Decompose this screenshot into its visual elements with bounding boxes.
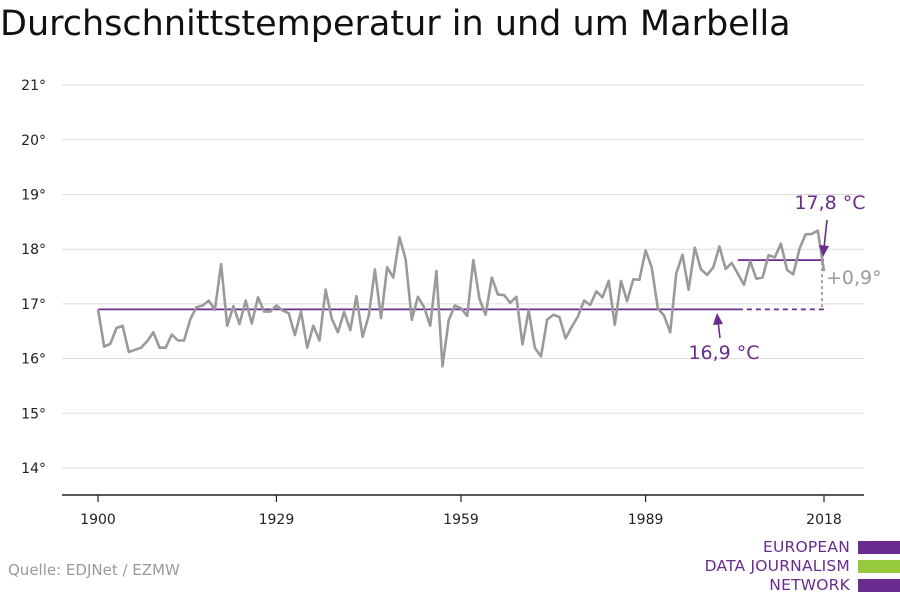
annotation-baseline-average: 16,9 °C (688, 342, 759, 364)
annotation-recent-average: 17,8 °C (794, 192, 865, 214)
logo-line-european: EUROPEAN (762, 538, 850, 556)
y-tick-label: 19° (21, 188, 46, 204)
source-note: Quelle: EDJNet / EZMW (8, 561, 180, 579)
reference-lines (98, 259, 824, 311)
logo-bar-purple-top (858, 541, 900, 554)
annotation-arrowhead-baseline (713, 313, 723, 325)
x-tick-label: 1989 (628, 512, 664, 528)
y-tick-label: 15° (21, 406, 46, 422)
annotation-arrow-recent (823, 219, 828, 249)
edjnet-logo[interactable]: EUROPEAN DATA JOURNALISM NETWORK (690, 538, 900, 598)
logo-line-data-journalism: DATA JOURNALISM (704, 557, 850, 575)
logo-line-network: NETWORK (769, 576, 850, 594)
y-tick-label: 21° (21, 78, 46, 94)
x-tick-label: 1929 (259, 512, 295, 528)
gridlines (62, 84, 864, 469)
x-tick-label: 1959 (443, 512, 479, 528)
y-axis-tick-labels: 14° 15° 16° 17° 18° 19° 20° 21° (21, 78, 46, 477)
y-tick-label: 16° (21, 352, 46, 368)
y-tick-label: 20° (21, 133, 46, 149)
y-tick-label: 17° (21, 297, 46, 313)
annotation-arrowhead-recent (819, 245, 829, 257)
y-tick-label: 18° (21, 242, 46, 258)
logo-bar-purple-bottom (858, 579, 900, 592)
annotations: 17,8 °C 16,9 °C +0,9° (688, 192, 881, 364)
x-axis-ticks: 1900 1929 1959 1989 2018 (80, 495, 842, 528)
chart-title: Durchschnittstemperatur in und um Marbel… (0, 4, 791, 44)
logo-bar-green-middle (858, 560, 900, 573)
x-tick-label: 1900 (80, 512, 116, 528)
x-tick-label: 2018 (806, 512, 842, 528)
temperature-series-line (96, 229, 826, 368)
y-tick-label: 14° (21, 461, 46, 477)
annotation-difference: +0,9° (826, 267, 882, 289)
